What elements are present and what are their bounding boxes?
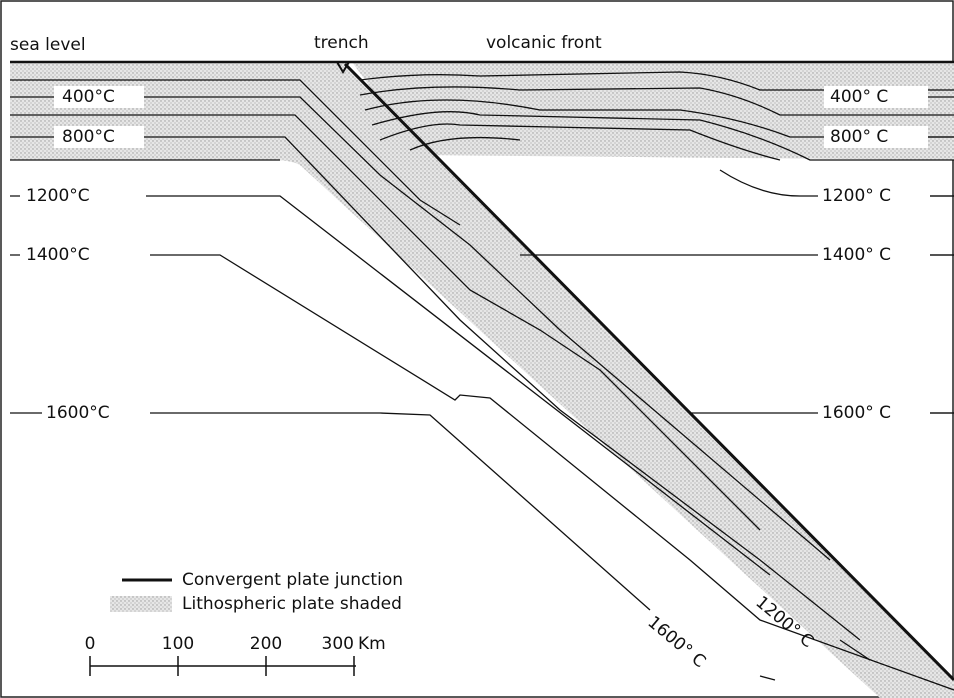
isotherm-label: 1400°C <box>26 245 90 265</box>
scale-bar <box>90 656 356 676</box>
scale-label: 100 <box>162 634 194 654</box>
isotherm-label: 400° C <box>830 87 888 107</box>
slab-isotherm-label: 1600° C <box>644 612 710 672</box>
scale-label: 300 <box>322 634 354 654</box>
page: sea level trench volcanic front 400°C 80… <box>0 0 954 698</box>
isotherm-label: 800°C <box>62 127 115 147</box>
sea-level-label: sea level <box>10 35 86 55</box>
scale-label: 0 <box>85 634 96 654</box>
isotherm-label: 1200° C <box>822 186 891 206</box>
isotherm-label: 1400° C <box>822 245 891 265</box>
scale-unit: Km <box>358 634 386 654</box>
isotherm-label: 1600°C <box>46 403 110 423</box>
trench-label: trench <box>314 33 369 53</box>
isotherm-label: 1200°C <box>26 186 90 206</box>
legend-shade-swatch <box>110 596 172 612</box>
isotherm-label: 800° C <box>830 127 888 147</box>
isotherm-label: 1600° C <box>822 403 891 423</box>
legend-label: Convergent plate junction <box>182 570 403 590</box>
isotherm-label: 400°C <box>62 87 115 107</box>
diagram: sea level trench volcanic front 400°C 80… <box>0 0 954 698</box>
volcanic-front-label: volcanic front <box>486 33 602 53</box>
legend-label: Lithospheric plate shaded <box>182 594 402 614</box>
scale-label: 200 <box>250 634 282 654</box>
